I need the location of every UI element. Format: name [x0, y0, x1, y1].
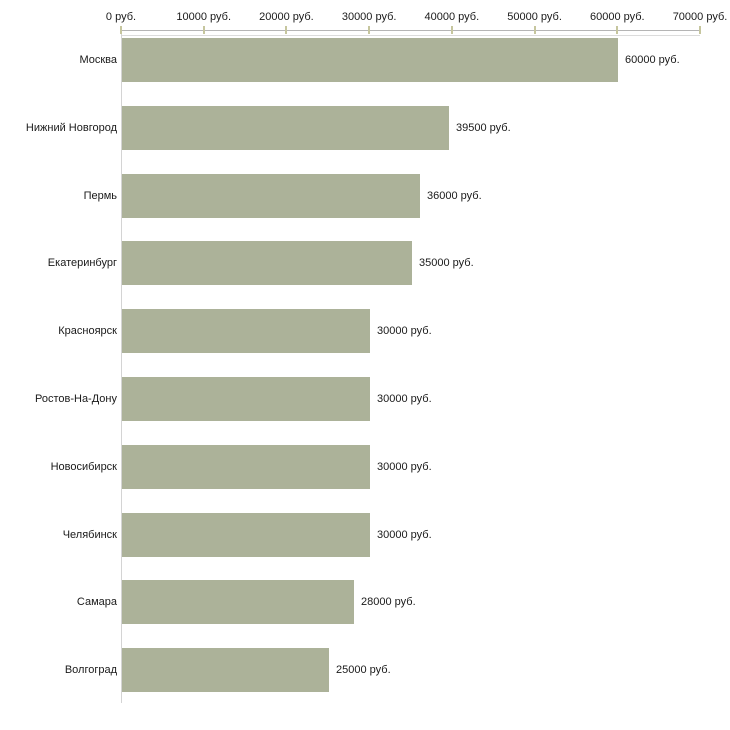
y-axis-line: [121, 30, 122, 703]
category-label: Челябинск: [62, 529, 117, 541]
x-axis-tick-label: 70000 руб.: [672, 11, 728, 23]
category-label: Самара: [76, 596, 117, 608]
category-label: Пермь: [83, 190, 117, 202]
category-label: Москва: [79, 54, 117, 66]
bar: [122, 445, 370, 489]
value-label: 35000 руб.: [419, 257, 474, 269]
x-axis-tick-label: 20000 руб.: [259, 11, 314, 23]
value-label: 28000 руб.: [361, 596, 416, 608]
bar: [122, 174, 420, 218]
category-label: Новосибирск: [50, 461, 117, 473]
x-axis-tick: [699, 26, 701, 34]
bar: [122, 580, 354, 624]
x-axis-tick-label: 60000 руб.: [589, 11, 645, 23]
bar: [122, 377, 370, 421]
bar: [122, 38, 618, 82]
category-label: Ростов-На-Дону: [34, 393, 117, 405]
value-label: 30000 руб.: [377, 325, 432, 337]
bar: [122, 309, 370, 353]
x-axis-tick: [368, 26, 371, 34]
x-axis-tick: [285, 26, 288, 34]
category-label: Нижний Новгород: [25, 122, 117, 134]
x-axis-tick-label: 0 руб.: [105, 11, 137, 23]
value-label: 36000 руб.: [427, 190, 482, 202]
bar: [122, 241, 412, 285]
category-label: Волгоград: [64, 664, 117, 676]
x-axis-tick: [616, 26, 619, 34]
value-label: 25000 руб.: [336, 664, 391, 676]
x-axis-tick: [450, 26, 453, 34]
x-axis-tick-label: 30000 руб.: [341, 11, 397, 23]
bar: [122, 513, 370, 557]
x-axis-line-bottom: [121, 35, 700, 36]
bar: [122, 106, 449, 150]
value-label: 30000 руб.: [377, 393, 432, 405]
category-label: Красноярск: [58, 325, 117, 337]
value-label: 30000 руб.: [377, 529, 432, 541]
x-axis-tick: [202, 26, 205, 34]
value-label: 30000 руб.: [377, 461, 432, 473]
x-axis-tick-label: 10000 руб.: [176, 11, 232, 23]
x-axis-tick: [120, 26, 122, 34]
x-axis-tick-label: 40000 руб.: [424, 11, 480, 23]
bar: [122, 648, 329, 692]
x-axis-line-top: [121, 30, 700, 31]
category-label: Екатеринбург: [47, 257, 117, 269]
x-axis-tick: [533, 26, 536, 34]
value-label: 60000 руб.: [625, 54, 680, 66]
value-label: 39500 руб.: [456, 122, 511, 134]
x-axis-tick-label: 50000 руб.: [507, 11, 562, 23]
